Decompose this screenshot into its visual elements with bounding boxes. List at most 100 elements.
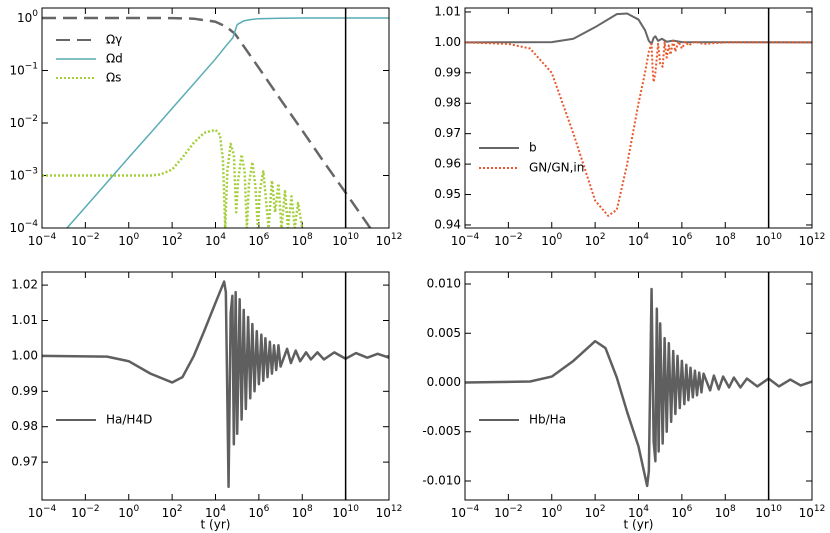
tick-label: 0.95 xyxy=(434,187,461,201)
tick-label: -0.005 xyxy=(422,424,461,438)
tick-label-power: 8 xyxy=(730,504,736,514)
tick-label: 104 xyxy=(205,504,226,520)
tick-label: 1012 xyxy=(376,504,403,520)
tick-label-power: 10 xyxy=(771,504,783,514)
series-line xyxy=(42,280,389,489)
tick-label-base: 10 xyxy=(248,234,263,248)
tick-label-base: 10 xyxy=(628,234,643,248)
tick-label-base: 10 xyxy=(9,168,24,182)
tick-label: 1.00 xyxy=(434,35,461,49)
tick-label-power: 8 xyxy=(307,232,313,242)
tick-label: 1010 xyxy=(332,504,359,520)
tick-label: 0.96 xyxy=(434,157,461,171)
tick-label-power: 0 xyxy=(134,504,140,514)
tick-label: 1012 xyxy=(799,504,826,520)
tick-label-base: 10 xyxy=(451,234,466,248)
tick-label: 10−2 xyxy=(494,232,523,248)
tick-label-base: 10 xyxy=(205,506,220,520)
tick-label: 10−4 xyxy=(451,504,480,520)
tick-label: 0.97 xyxy=(434,126,461,140)
tick-label: 10−1 xyxy=(9,61,38,77)
tick-label: 108 xyxy=(715,232,736,248)
frame xyxy=(41,271,390,501)
tick-label: 100 xyxy=(541,504,562,520)
tick-label-base: 10 xyxy=(671,234,686,248)
legend-label: b xyxy=(529,141,537,155)
tick-label-power: −2 xyxy=(509,232,522,242)
series-line xyxy=(65,17,389,228)
tick-label-power: 2 xyxy=(600,232,606,242)
tick-label-base: 10 xyxy=(9,115,24,129)
tick-label-base: 10 xyxy=(118,234,133,248)
tick-label-power: 12 xyxy=(391,504,402,514)
tick-label-base: 10 xyxy=(162,506,177,520)
tick-label: 104 xyxy=(205,232,226,248)
tick-label: 100 xyxy=(17,8,38,24)
tick-label: 106 xyxy=(248,232,269,248)
tick-label: 106 xyxy=(671,504,692,520)
tick-label: 10−4 xyxy=(28,504,57,520)
tick-label-base: 10 xyxy=(9,63,24,77)
tick-label: 1.00 xyxy=(11,348,38,362)
series-line xyxy=(465,287,812,488)
tick-label: 10−2 xyxy=(71,232,100,248)
tick-label-base: 10 xyxy=(715,234,730,248)
tick-label: 1012 xyxy=(799,232,826,248)
x-axis-label: t (yr) xyxy=(624,518,654,532)
tick-label-base: 10 xyxy=(799,506,814,520)
tick-label-power: −4 xyxy=(466,504,480,514)
tick-label: 10−4 xyxy=(451,232,480,248)
tick-label-power: 10 xyxy=(348,504,360,514)
tick-label-power: 0 xyxy=(557,504,563,514)
tick-label: 0.98 xyxy=(11,419,38,433)
series-line xyxy=(42,16,372,228)
tick-label-power: 4 xyxy=(643,504,649,514)
legend-label: Ωγ xyxy=(106,33,122,47)
tick-label-base: 10 xyxy=(17,10,32,24)
tick-label: 1.01 xyxy=(434,4,461,18)
tick-label: 0.97 xyxy=(11,455,38,469)
tick-label: 0.005 xyxy=(427,326,461,340)
tick-label-power: 0 xyxy=(557,232,563,242)
tick-label-base: 10 xyxy=(755,234,770,248)
tick-label: 0.010 xyxy=(427,277,461,291)
tick-label: 10−2 xyxy=(71,504,100,520)
tick-label-base: 10 xyxy=(332,234,347,248)
tick-label-power: −2 xyxy=(25,113,38,123)
frame xyxy=(41,7,390,229)
tick-label-base: 10 xyxy=(494,506,509,520)
tick-label-power: 12 xyxy=(814,504,825,514)
tick-label: 0.99 xyxy=(434,65,461,79)
tick-label-base: 10 xyxy=(376,234,391,248)
legend-label: Ωs xyxy=(106,71,121,85)
tick-label: 102 xyxy=(585,232,606,248)
tick-label-base: 10 xyxy=(332,506,347,520)
tick-label: 1.02 xyxy=(11,278,38,292)
tick-label-power: 2 xyxy=(177,232,183,242)
tick-label: -0.010 xyxy=(422,473,461,487)
tick-label: 10−4 xyxy=(28,232,57,248)
tick-label: 1010 xyxy=(755,232,782,248)
tick-label-base: 10 xyxy=(71,234,86,248)
tick-label-base: 10 xyxy=(28,506,43,520)
tick-label-base: 10 xyxy=(541,506,556,520)
tick-label-power: 2 xyxy=(177,504,183,514)
legend-label: Hb/Ha xyxy=(529,413,566,427)
tick-label: 106 xyxy=(248,504,269,520)
tick-label: 102 xyxy=(162,232,183,248)
tick-label-base: 10 xyxy=(494,234,509,248)
tick-label: 0.99 xyxy=(11,384,38,398)
tick-label: 102 xyxy=(162,504,183,520)
tick-label-base: 10 xyxy=(755,506,770,520)
tick-label-power: −4 xyxy=(43,232,57,242)
tick-label-power: 10 xyxy=(771,232,783,242)
tick-label-base: 10 xyxy=(205,234,220,248)
tick-label: 10−2 xyxy=(9,113,38,129)
series-line xyxy=(465,12,812,45)
tick-label-base: 10 xyxy=(541,234,556,248)
tick-label-power: −2 xyxy=(86,504,99,514)
series-line xyxy=(42,128,304,228)
panel: 10−4 10−2 100 102 104 106 108 1010 10120.970.980… xyxy=(11,271,403,532)
tick-label: 100 xyxy=(118,504,139,520)
